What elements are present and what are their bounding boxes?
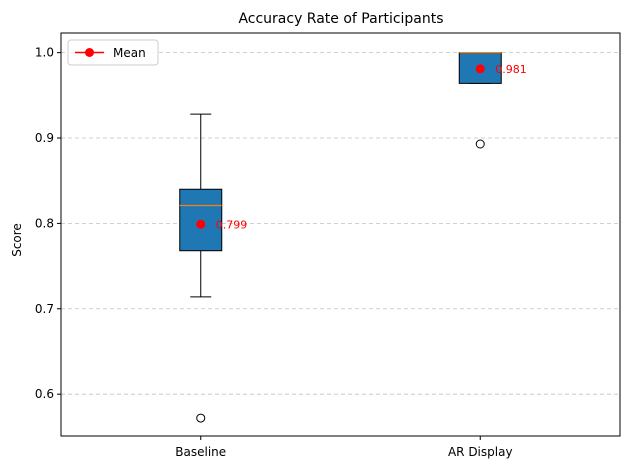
outlier-point (196, 413, 206, 423)
box-group-baseline: 0.799 (179, 113, 248, 423)
mean-marker (196, 219, 206, 229)
grid-lines (61, 52, 620, 395)
y-tick-label: 0.8 (35, 216, 54, 230)
x-tick-label: AR Display (448, 445, 513, 459)
tick-layer: 0.6 0.7 0.8 0.9 1.0 Baseline AR Display (35, 46, 513, 459)
legend: Mean (67, 39, 159, 66)
legend-mean-marker (85, 48, 94, 57)
chart-title: Accuracy Rate of Participants (238, 11, 443, 27)
x-tick-label: Baseline (175, 445, 226, 459)
plot-frame (60, 32, 621, 437)
mean-label: 0.799 (216, 218, 248, 231)
box-group-ar-display: 0.981 (458, 52, 527, 149)
y-axis-label: Score (10, 223, 24, 257)
box-layer: 0.799 0.981 (179, 52, 527, 423)
legend-mean-label: Mean (113, 46, 146, 60)
y-tick-label: 0.9 (35, 131, 54, 145)
outlier-point (475, 139, 485, 149)
y-tick-label: 1.0 (35, 46, 54, 60)
y-tick-label: 0.7 (35, 302, 54, 316)
mean-label: 0.981 (495, 63, 527, 76)
mean-marker (475, 64, 485, 74)
y-tick-label: 0.6 (35, 387, 54, 401)
legend-frame (67, 39, 159, 66)
